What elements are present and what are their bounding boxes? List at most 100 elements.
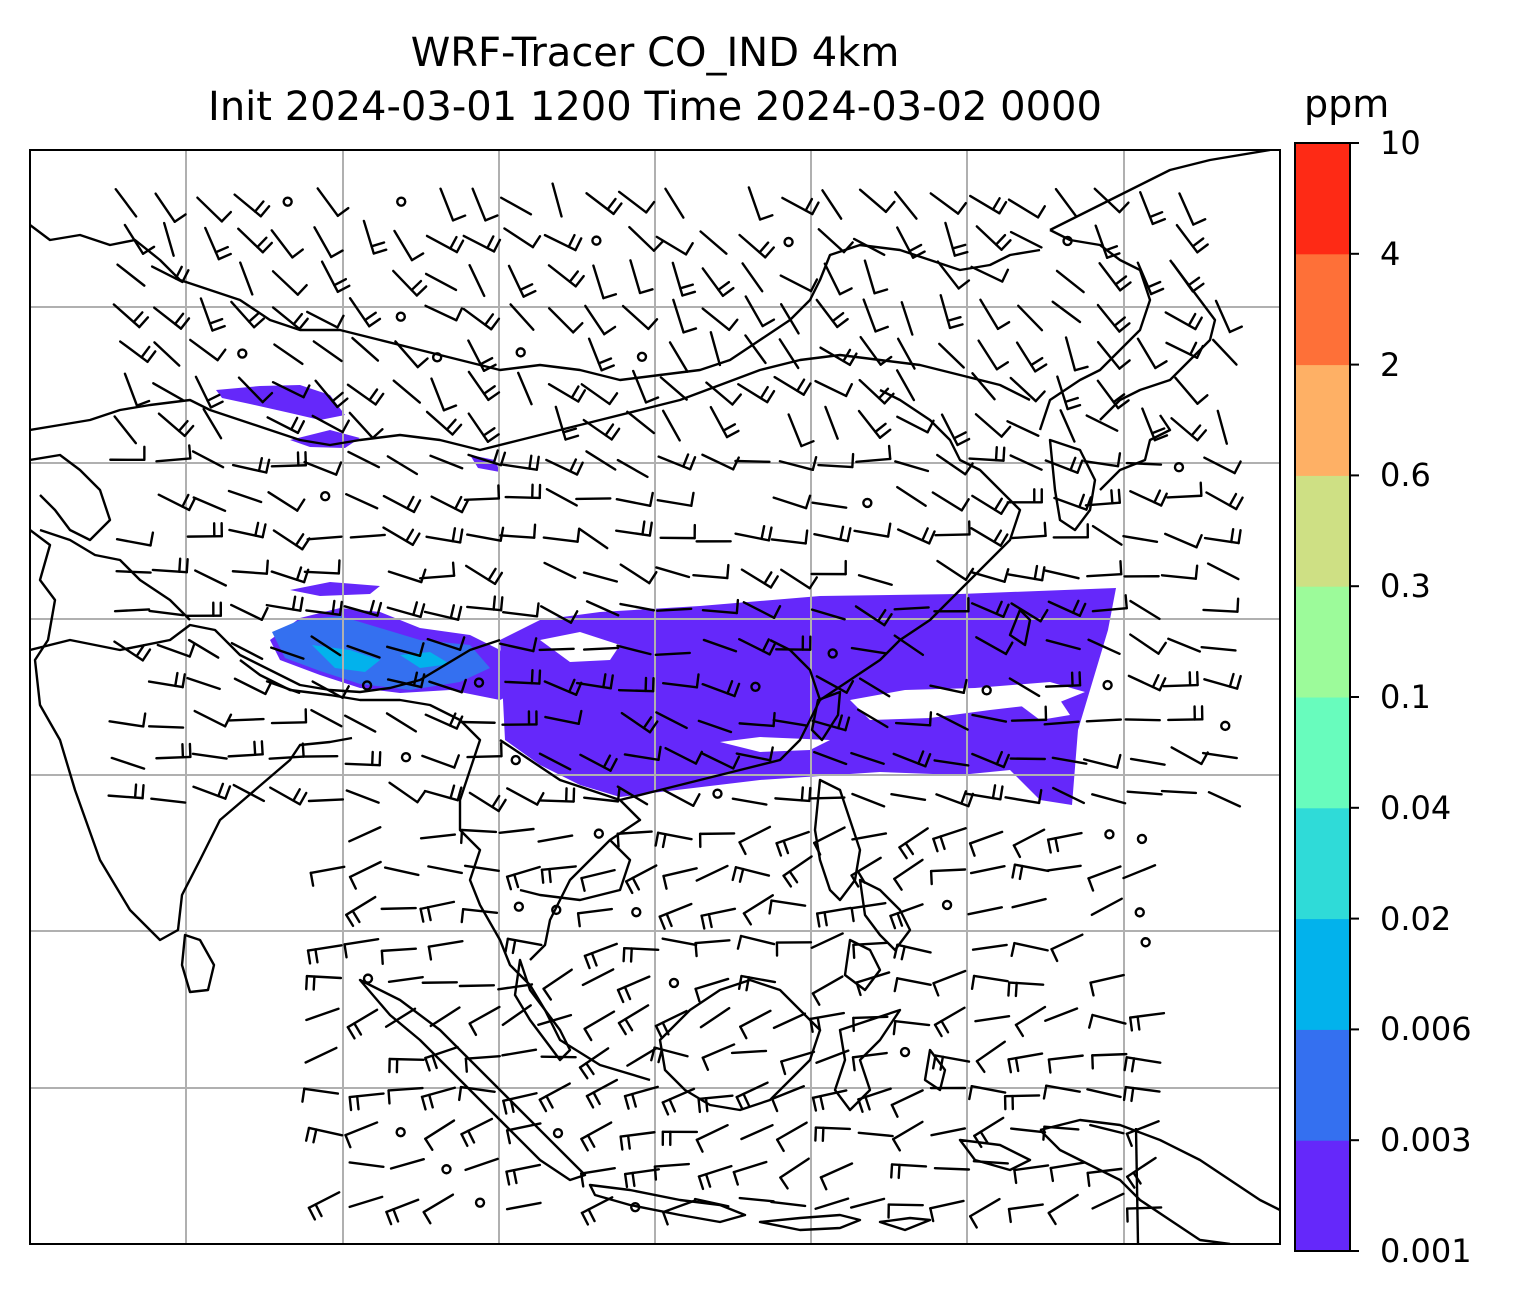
wind-barb [194,569,228,587]
coastline-segment [358,978,587,1182]
wind-barb [1007,1203,1044,1224]
wind-barb [655,235,694,256]
wind-barb [424,1119,456,1151]
wind-barb [615,520,653,537]
wind-barb [272,529,311,551]
calm-wind-marker [827,648,838,659]
wind-barb [1011,863,1050,881]
wind-barb [1010,941,1049,958]
wind-barb [775,830,810,857]
calm-wind-marker [591,235,602,246]
wind-barb [592,264,618,300]
wind-barb [974,413,1012,438]
wind-barb [468,791,507,813]
colorbar-swatch [1295,1029,1350,1141]
wind-barb [587,337,615,372]
wind-barb [742,894,774,926]
wind-barb [815,298,849,329]
wind-barb [858,378,895,405]
wind-barb [348,860,382,890]
wind-barb [619,563,658,585]
wind-barb [1139,191,1167,226]
wind-barb [471,187,499,222]
wind-barb [199,297,226,332]
wind-barb [735,1081,769,1111]
wind-barb [310,635,342,657]
wind-barb [425,234,465,254]
wind-barb [1017,304,1044,332]
tracer-gap [540,632,620,662]
wind-barb [1089,1123,1125,1135]
colorbar [1294,142,1359,1252]
wind-barb [320,260,351,294]
wind-barb [502,1092,538,1115]
wind-barb [626,1046,658,1067]
wind-barb [929,1199,965,1223]
calm-wind-marker [1173,462,1185,473]
wind-barb [968,1197,1001,1229]
wind-barb [738,638,777,656]
wind-barb [1047,1193,1079,1226]
wind-barb [709,405,740,439]
wind-barb [774,786,812,803]
wind-barb [544,709,583,725]
wind-barb [232,783,266,803]
calm-wind-marker [1062,235,1073,247]
wind-barb [460,1117,494,1148]
wind-barb [740,568,779,589]
wind-barb [304,1126,344,1144]
wind-barb [852,237,886,257]
wind-barb [1051,300,1082,324]
wind-barb [464,1055,501,1073]
wind-barb [1122,864,1157,880]
wind-barb [1094,224,1121,259]
wind-barb [1010,602,1049,623]
wind-barb [898,827,929,860]
wind-barb [668,341,689,373]
wind-barb [192,496,227,513]
wind-barb [658,902,693,930]
wind-barb [270,566,310,584]
wind-barb [851,792,886,808]
wind-barb [697,1164,733,1191]
wind-barb [779,274,819,293]
wind-barb [893,190,918,220]
tracer-concentration-field [216,385,1116,805]
wind-barb [501,1048,538,1057]
wind-barb [467,339,497,372]
wind-barb [1129,633,1167,655]
wind-barb [265,595,304,612]
wind-barb [930,1127,967,1137]
wind-barb [737,383,776,404]
wind-barb [936,453,974,476]
wind-barb [855,444,892,464]
wind-barb [771,1085,805,1113]
wind-barb [823,262,853,296]
wind-barb [270,229,304,259]
wind-barb [1085,414,1119,432]
wind-barb [304,1046,338,1064]
wind-barb [1125,1206,1163,1223]
wind-barb [1136,261,1165,296]
wind-barb [896,337,916,370]
wind-barb [545,458,584,476]
wind-barb [772,1012,807,1030]
wind-barb [810,608,846,621]
wind-barb [970,265,1010,283]
wind-barb [237,376,274,404]
wind-barb [622,946,660,963]
wind-barb [975,1040,1006,1074]
wind-barb [187,638,220,659]
wind-barb [657,453,697,471]
wind-barb [824,405,839,440]
wind-barb [1013,1164,1050,1185]
wind-barb [459,720,496,724]
wind-barb [1122,1085,1161,1103]
wind-barb [362,219,388,255]
wind-barb [896,415,935,434]
wind-barb [1127,674,1167,692]
wind-barb [303,559,341,575]
wind-barb [894,711,933,727]
wind-barb [1093,187,1130,214]
wind-barb [543,561,577,579]
